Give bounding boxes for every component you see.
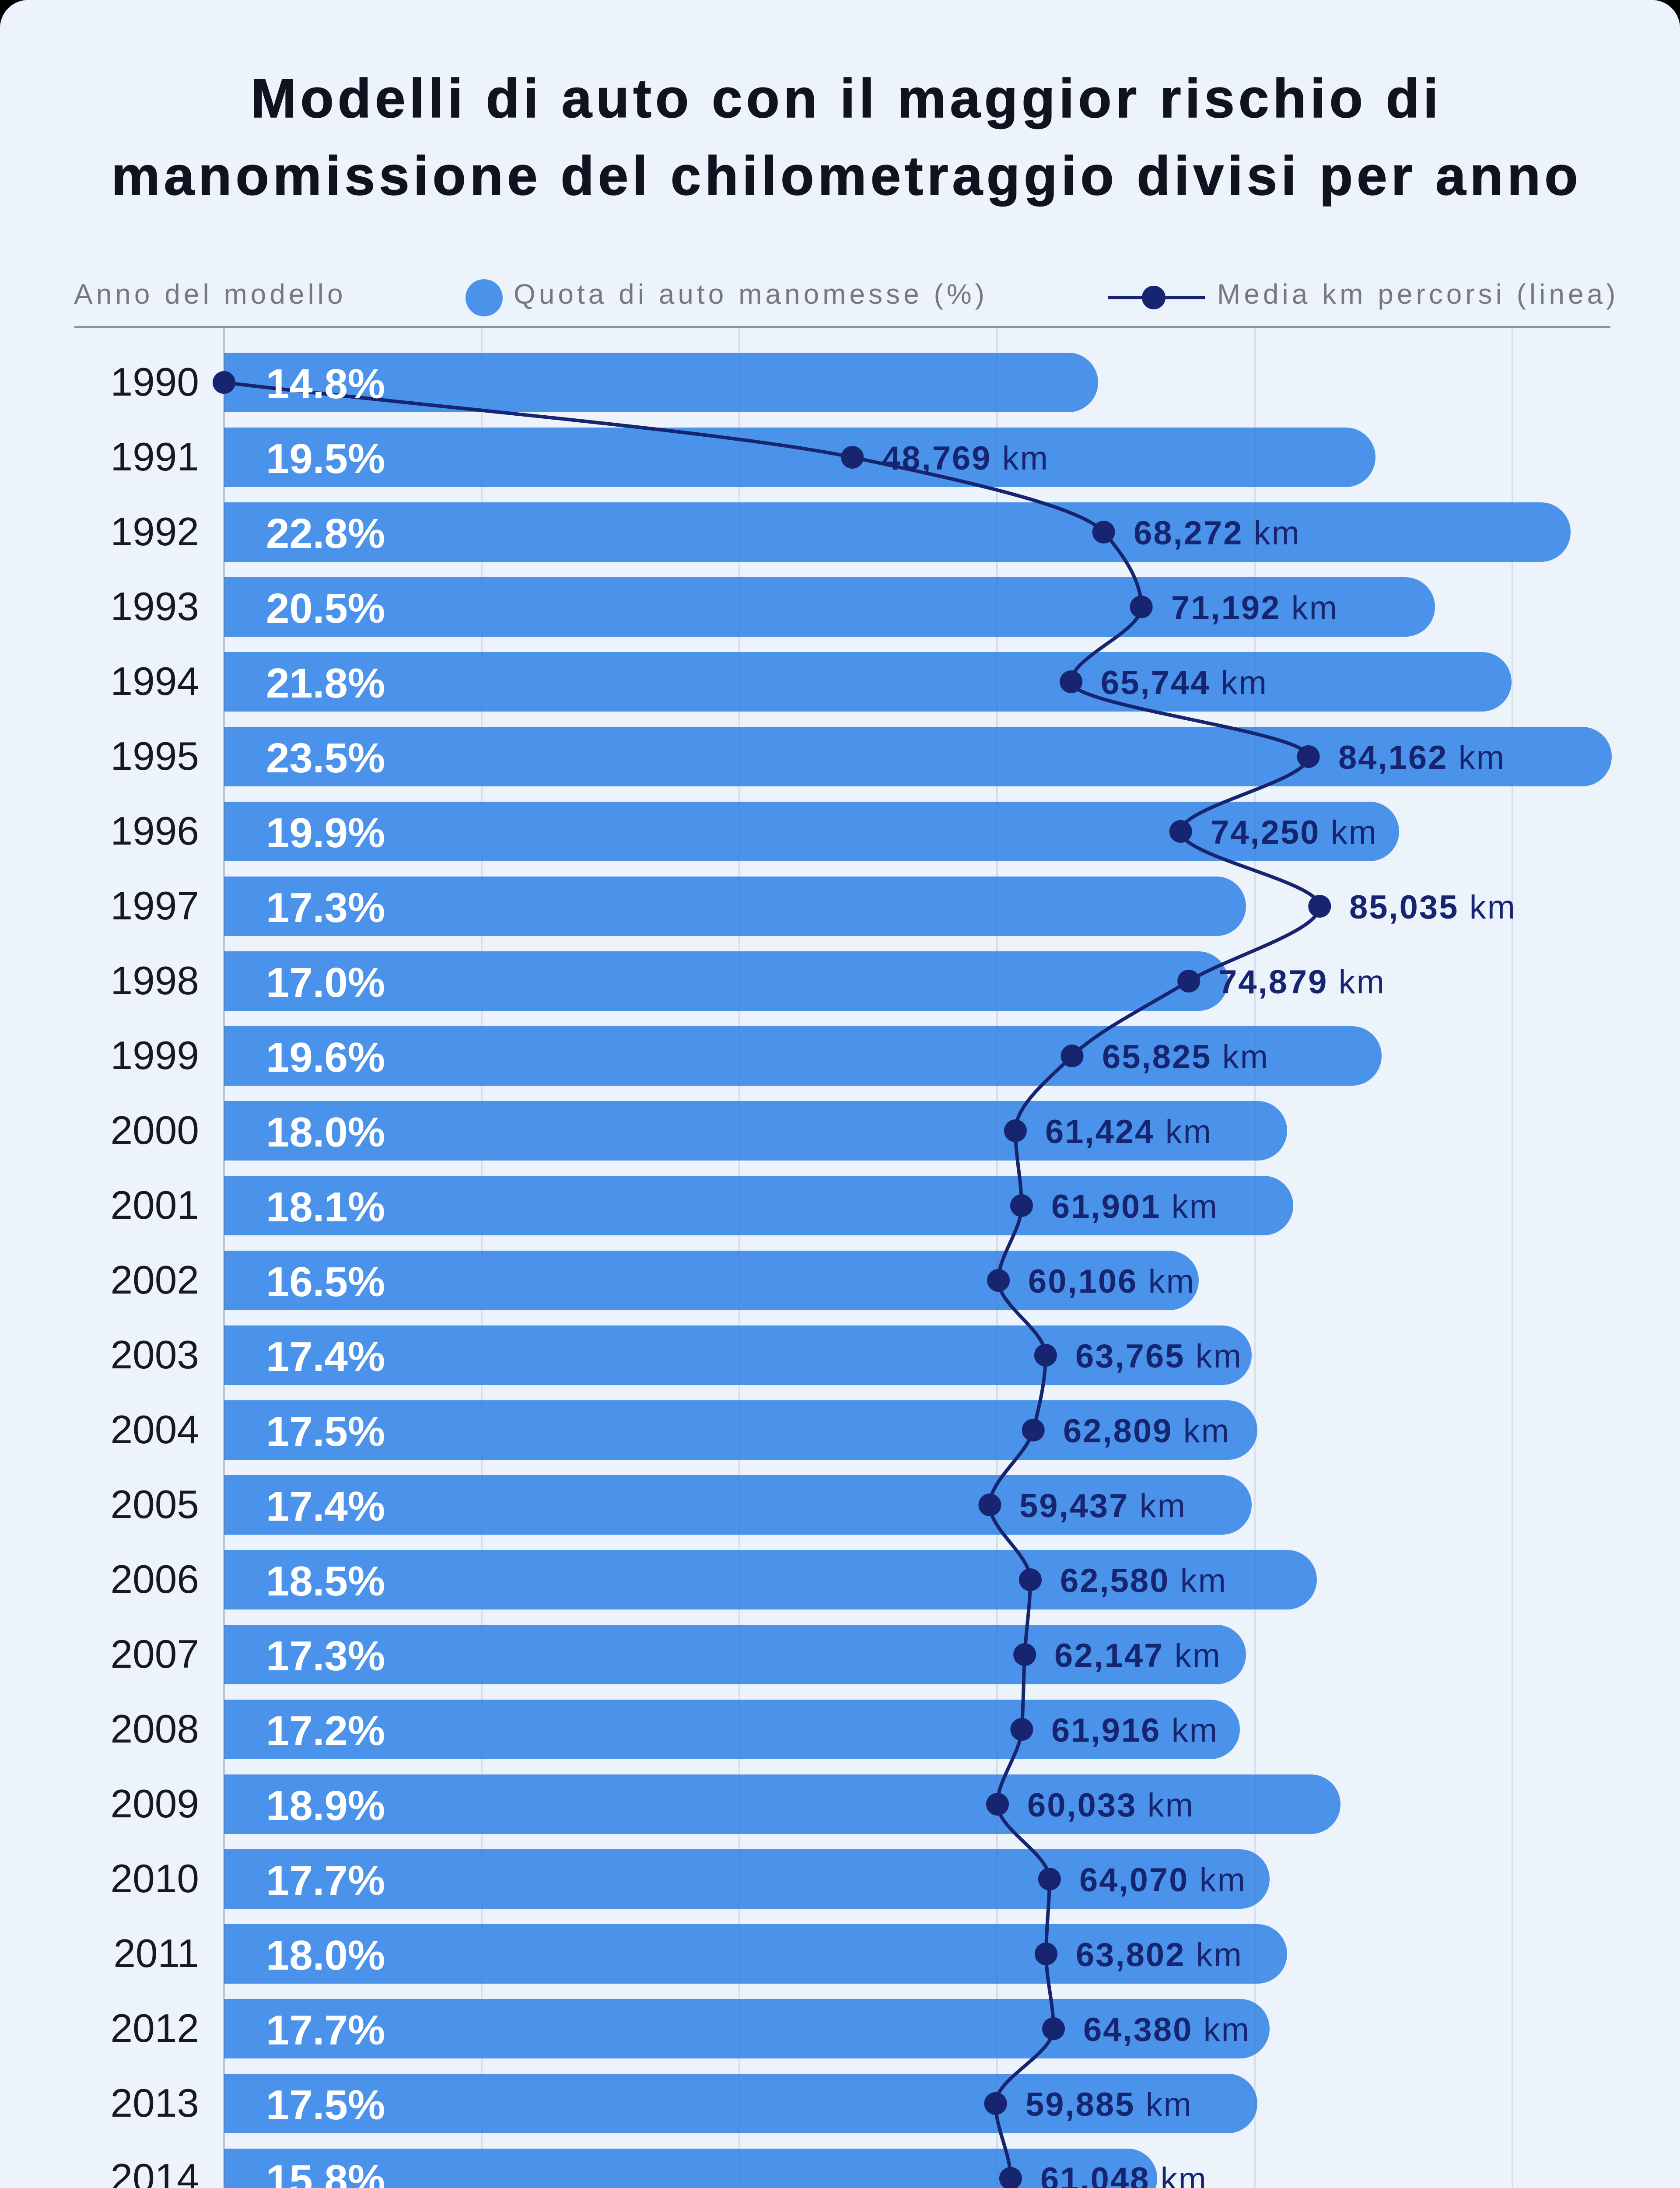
svg-text:65,744 km: 65,744 km bbox=[1101, 664, 1268, 701]
svg-text:71,192 km: 71,192 km bbox=[1171, 589, 1338, 627]
svg-text:63,765 km: 63,765 km bbox=[1075, 1338, 1242, 1375]
svg-text:62,147 km: 62,147 km bbox=[1054, 1637, 1222, 1674]
svg-text:61,424 km: 61,424 km bbox=[1045, 1113, 1212, 1150]
svg-text:74,879 km: 74,879 km bbox=[1218, 964, 1386, 1001]
svg-text:62,809 km: 62,809 km bbox=[1063, 1413, 1230, 1450]
svg-text:64,070 km: 64,070 km bbox=[1079, 1862, 1246, 1899]
svg-text:62,580 km: 62,580 km bbox=[1060, 1562, 1227, 1599]
svg-text:74,250 km: 74,250 km bbox=[1211, 814, 1378, 851]
svg-text:61,916 km: 61,916 km bbox=[1051, 1712, 1218, 1749]
svg-text:63,802 km: 63,802 km bbox=[1076, 1936, 1243, 1974]
svg-text:64,380 km: 64,380 km bbox=[1083, 2011, 1250, 2048]
svg-text:84,162 km: 84,162 km bbox=[1338, 739, 1505, 776]
svg-text:61,901 km: 61,901 km bbox=[1051, 1188, 1218, 1225]
svg-text:60,033 km: 60,033 km bbox=[1027, 1787, 1194, 1824]
svg-text:61,048 km: 61,048 km bbox=[1040, 2161, 1208, 2188]
svg-text:60,106 km: 60,106 km bbox=[1028, 1263, 1195, 1300]
svg-text:59,437 km: 59,437 km bbox=[1019, 1487, 1186, 1525]
svg-text:65,825 km: 65,825 km bbox=[1102, 1038, 1269, 1076]
svg-text:68,272 km: 68,272 km bbox=[1134, 515, 1301, 552]
svg-text:59,885 km: 59,885 km bbox=[1026, 2086, 1193, 2123]
svg-text:85,035 km: 85,035 km bbox=[1349, 889, 1516, 926]
svg-text:48,769 km: 48,769 km bbox=[882, 440, 1049, 477]
